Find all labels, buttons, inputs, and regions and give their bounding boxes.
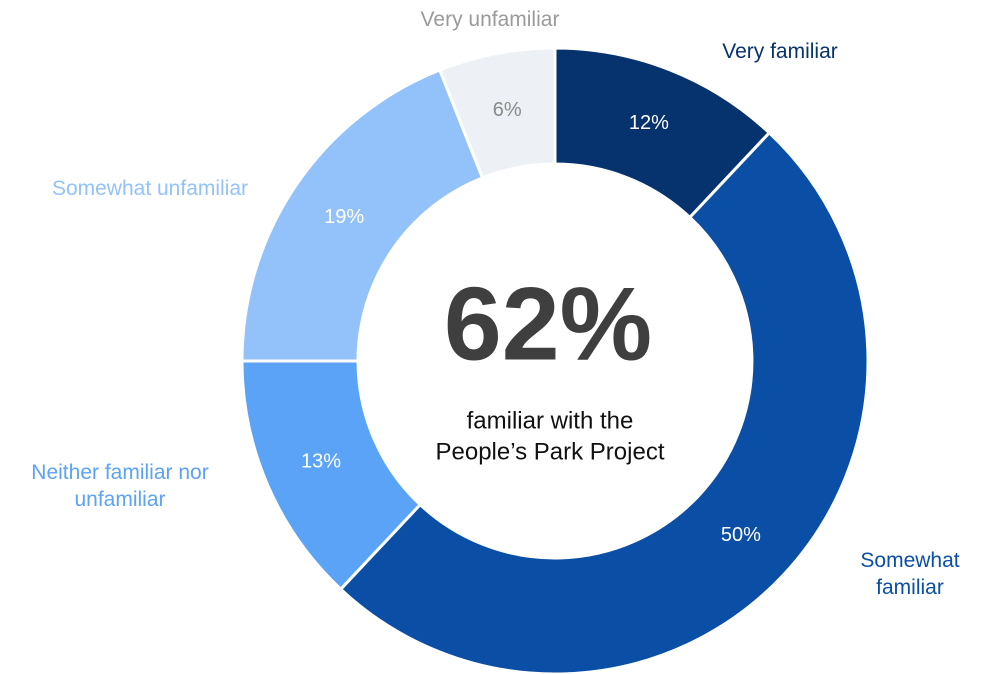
value-label: 6% xyxy=(493,99,522,121)
category-label: Somewhat unfamiliar xyxy=(51,177,249,200)
category-label: Somewhat familiar xyxy=(860,549,960,599)
value-label: 13% xyxy=(301,451,341,473)
donut-segment xyxy=(437,46,557,180)
category-label: Very unfamiliar xyxy=(420,8,560,31)
value-label: 12% xyxy=(629,112,669,134)
category-label: Neither familiar nor unfamiliar xyxy=(31,461,209,511)
donut-segment xyxy=(338,130,870,674)
donut-segment xyxy=(240,68,485,363)
category-label: Very familiar xyxy=(722,40,838,63)
center-caption: familiar with the xyxy=(467,407,634,434)
value-label: 19% xyxy=(324,206,364,228)
center-caption: People’s Park Project xyxy=(435,438,664,465)
value-label: 50% xyxy=(721,524,761,546)
center-text: 62% xyxy=(444,266,652,382)
